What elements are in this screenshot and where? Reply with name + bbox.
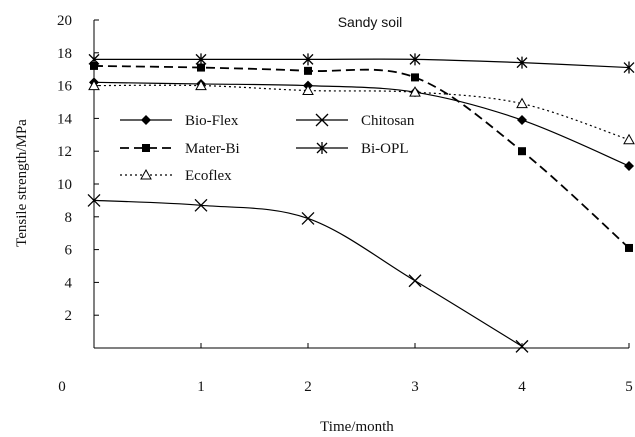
x-tick-label: 0: [58, 379, 66, 395]
series-line: [93, 58, 630, 69]
data-point-x: [194, 198, 208, 212]
data-point-triangle: [623, 133, 635, 145]
y-tick-label: 12: [57, 144, 72, 160]
x-tick-label: 1: [197, 379, 205, 395]
legend-item-bio-flex: Bio-Flex: [120, 113, 239, 129]
y-tick-label: 10: [57, 177, 72, 193]
series-chitosan: [87, 193, 529, 353]
data-point-x: [315, 113, 329, 127]
x-tick-label: 2: [304, 379, 312, 395]
series-layer: [87, 53, 635, 353]
y-tick-label: 4: [65, 275, 73, 291]
series-line: [93, 84, 630, 141]
y-tick-label: 14: [57, 111, 73, 127]
data-point-x: [301, 211, 315, 225]
data-point-diamond: [141, 115, 151, 125]
data-point-asterisk: [409, 53, 421, 66]
y-tick-label: 6: [65, 243, 73, 259]
data-point-asterisk: [88, 53, 100, 66]
y-axis-title: Tensile strength/MPa: [14, 119, 30, 247]
x-axis-title: Time/month: [320, 419, 394, 435]
data-point-x: [87, 193, 101, 207]
data-point-asterisk: [316, 142, 328, 154]
legend-item-bi-opl: Bi-OPL: [296, 141, 409, 157]
data-point-asterisk: [195, 53, 207, 66]
legend-item-chitosan: Chitosan: [296, 113, 415, 129]
x-tick-label: 4: [518, 379, 526, 395]
x-tick-label: 3: [411, 379, 419, 395]
data-point-square: [197, 63, 205, 72]
data-point-square: [142, 144, 150, 152]
x-tick-label: 5: [625, 379, 633, 395]
y-tick-label: 20: [57, 13, 72, 29]
y-tick-label: 2: [65, 308, 73, 324]
data-point-triangle: [302, 84, 314, 96]
legend-label: Ecoflex: [185, 168, 232, 184]
series-mater-bi: [90, 61, 633, 252]
data-point-square: [625, 243, 633, 252]
series-bi-opl: [88, 53, 635, 74]
legend: Bio-Flex Chitosan Mater-Bi Bi-OPL Ecoflex: [120, 113, 415, 184]
data-point-asterisk: [516, 56, 528, 69]
y-tick-label: 16: [57, 79, 73, 95]
data-point-asterisk: [302, 53, 314, 66]
y-tick-label: 18: [57, 46, 72, 62]
legend-item-mater-bi: Mater-Bi: [120, 141, 240, 157]
data-point-triangle: [409, 86, 421, 97]
y-tick-label: 8: [65, 210, 73, 226]
legend-label: Mater-Bi: [185, 141, 240, 157]
series-ecoflex: [88, 79, 635, 145]
data-point-diamond: [624, 160, 634, 171]
data-point-square: [304, 66, 312, 75]
data-point-diamond: [517, 115, 527, 126]
data-point-triangle: [88, 79, 100, 91]
chart-annotation: Sandy soil: [338, 14, 403, 30]
data-point-square: [411, 73, 419, 82]
data-point-triangle: [195, 79, 207, 91]
legend-label: Chitosan: [361, 113, 415, 129]
data-point-square: [518, 147, 526, 156]
legend-label: Bio-Flex: [185, 113, 239, 129]
legend-label: Bi-OPL: [361, 141, 409, 157]
series-line: [93, 199, 523, 347]
data-point-x: [408, 274, 422, 288]
data-point-x: [515, 339, 529, 353]
data-point-square: [90, 61, 98, 70]
data-point-asterisk: [623, 61, 635, 74]
series-line: [93, 65, 630, 249]
legend-item-ecoflex: Ecoflex: [120, 168, 232, 184]
data-point-triangle: [516, 97, 528, 109]
data-point-triangle: [140, 168, 152, 180]
series-line: [93, 81, 630, 167]
